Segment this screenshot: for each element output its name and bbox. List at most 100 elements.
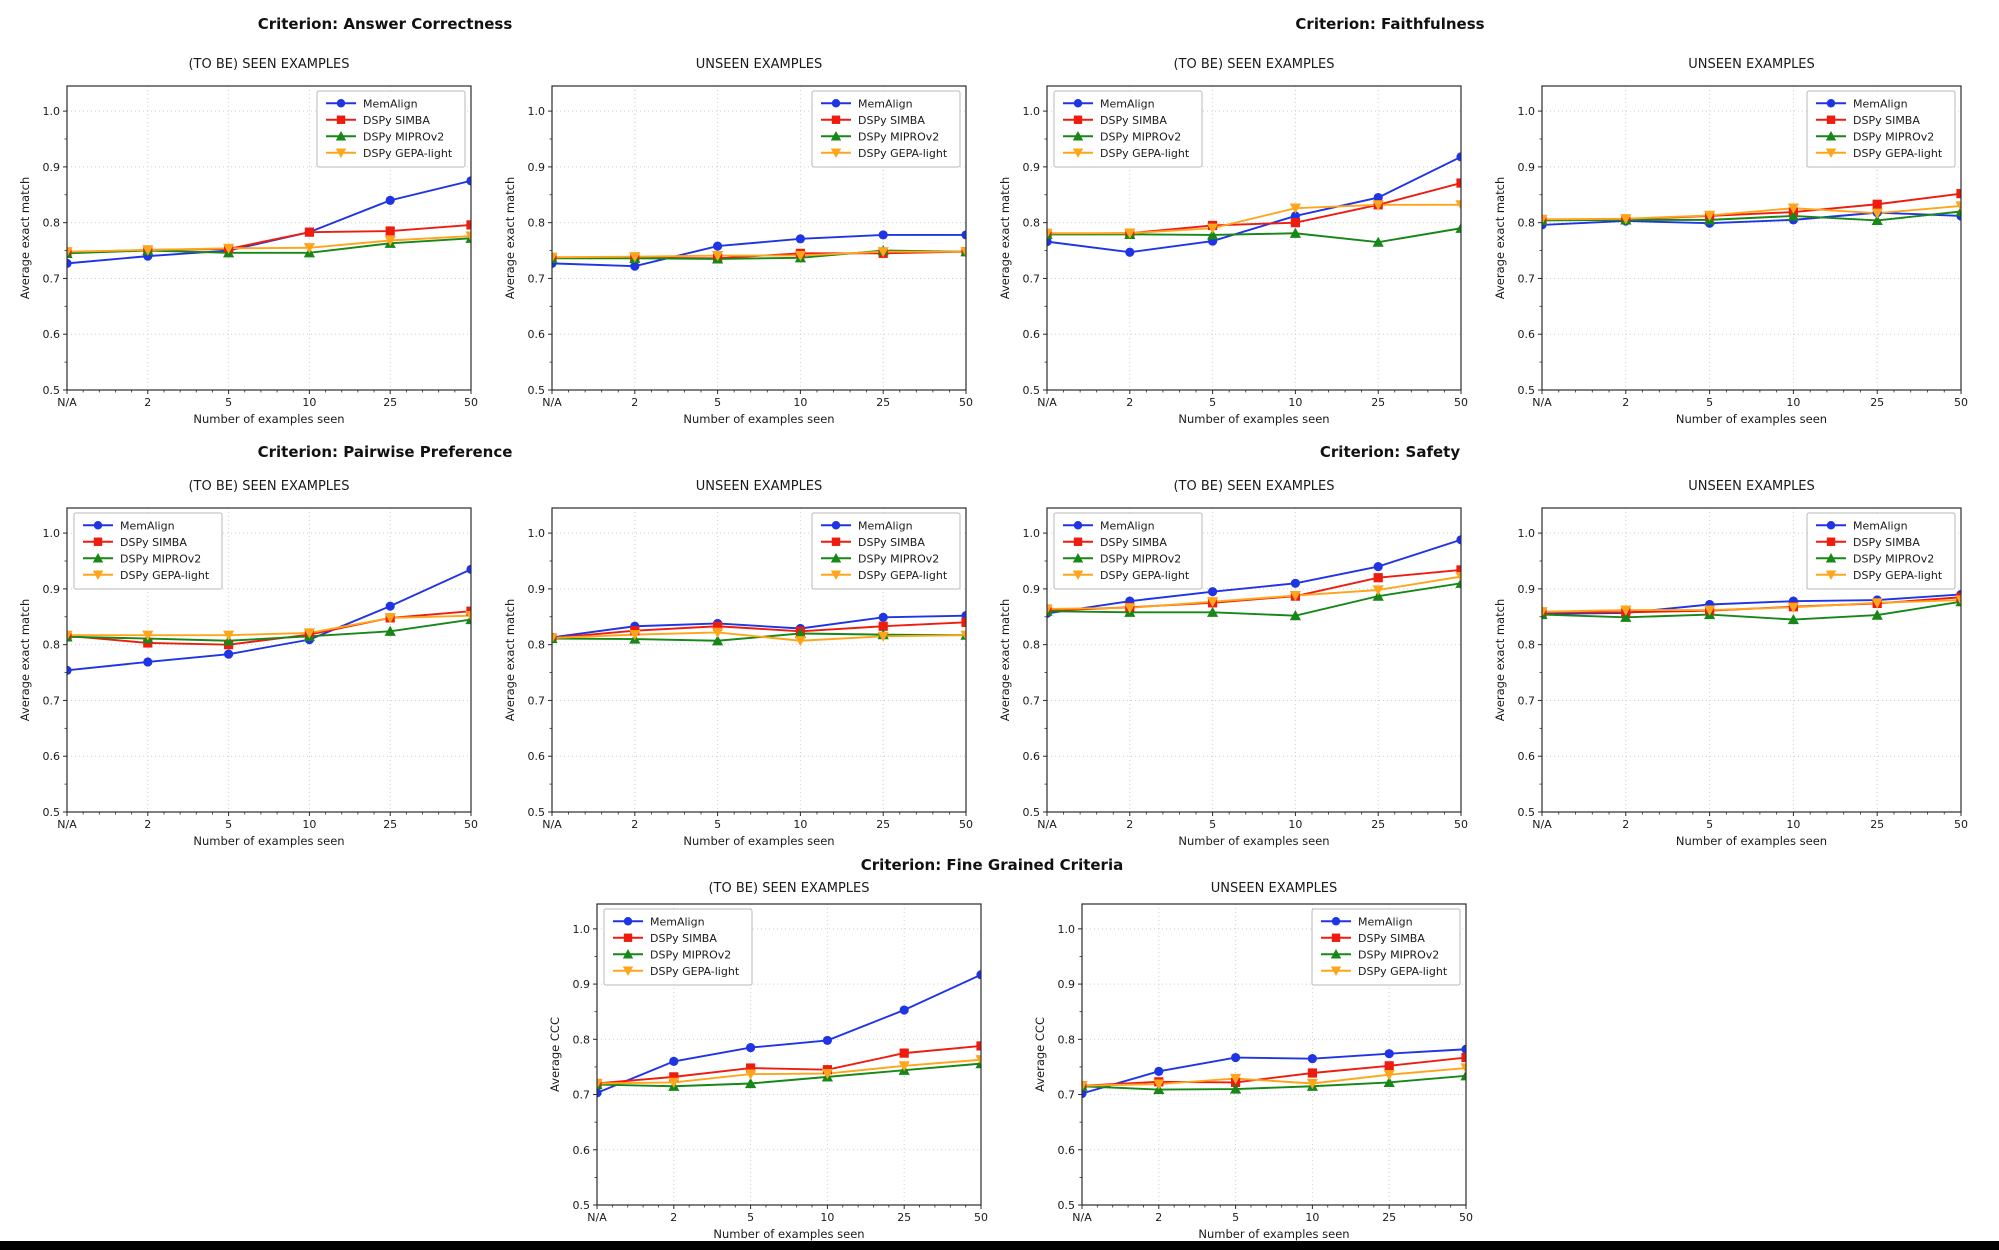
svg-text:0.7: 0.7 xyxy=(1518,694,1536,707)
svg-text:DSPy SIMBA: DSPy SIMBA xyxy=(1100,114,1167,127)
svg-text:0.9: 0.9 xyxy=(1058,978,1076,991)
svg-text:50: 50 xyxy=(959,818,973,831)
axis-ticks: 1.00.90.80.70.60.5N/A 2 5 10 25 50 xyxy=(1058,923,1474,1224)
svg-text:1.0: 1.0 xyxy=(43,105,61,118)
subplot-title: UNSEEN EXAMPLES xyxy=(1688,57,1815,72)
svg-text:5: 5 xyxy=(747,1211,754,1224)
svg-text:0.8: 0.8 xyxy=(1518,217,1536,230)
plot-border xyxy=(551,85,967,391)
y-axis-label: Average exact match xyxy=(503,177,517,299)
svg-text:0.5: 0.5 xyxy=(1518,384,1536,397)
svg-text:0.7: 0.7 xyxy=(43,694,61,707)
subplot-title: (TO BE) SEEN EXAMPLES xyxy=(188,57,349,72)
svg-text:DSPy GEPA-light: DSPy GEPA-light xyxy=(363,147,453,160)
svg-text:25: 25 xyxy=(1371,396,1385,409)
series-lines xyxy=(67,176,471,268)
y-axis-label: Average exact match xyxy=(18,599,32,721)
svg-text:DSPy MIPROv2: DSPy MIPROv2 xyxy=(650,948,731,961)
svg-text:25: 25 xyxy=(1371,818,1385,831)
svg-text:1.0: 1.0 xyxy=(1023,527,1041,540)
svg-text:25: 25 xyxy=(383,396,397,409)
bottom-letterbox-bar xyxy=(0,1241,1999,1250)
svg-text:MemAlign: MemAlign xyxy=(1358,915,1413,928)
series-lines xyxy=(1542,589,1961,625)
svg-text:0.8: 0.8 xyxy=(573,1033,591,1046)
svg-text:DSPy SIMBA: DSPy SIMBA xyxy=(1100,536,1167,549)
svg-text:0.8: 0.8 xyxy=(1518,639,1536,652)
y-axis-label: Average exact match xyxy=(18,177,32,299)
svg-text:25: 25 xyxy=(1382,1211,1396,1224)
svg-text:0.6: 0.6 xyxy=(573,1144,591,1157)
axis-ticks: 1.00.90.80.70.60.5N/A 2 5 10 25 50 xyxy=(1518,105,1969,409)
svg-text:5: 5 xyxy=(1209,396,1216,409)
chart-pairwise-preference-unseen: 1.0 0.9 0.8 0.7 0.6 0.5 N/A 2 5 10 25 50 UNSEEN EXAM… xyxy=(500,472,980,866)
svg-text:0.7: 0.7 xyxy=(1058,1089,1076,1102)
svg-text:5: 5 xyxy=(714,818,721,831)
svg-text:DSPy GEPA-light: DSPy GEPA-light xyxy=(1100,569,1190,582)
subplot-title: (TO BE) SEEN EXAMPLES xyxy=(708,881,869,896)
svg-text:5: 5 xyxy=(1706,396,1713,409)
svg-text:0.6: 0.6 xyxy=(1518,750,1536,763)
svg-text:N/A: N/A xyxy=(57,396,77,409)
svg-text:DSPy GEPA-light: DSPy GEPA-light xyxy=(858,147,948,160)
x-axis-label: Number of examples seen xyxy=(1178,412,1329,426)
svg-text:0.6: 0.6 xyxy=(1023,750,1041,763)
x-axis-label: Number of examples seen xyxy=(193,834,344,848)
svg-text:5: 5 xyxy=(714,396,721,409)
svg-text:DSPy GEPA-light: DSPy GEPA-light xyxy=(1358,965,1448,978)
subplot-title: (TO BE) SEEN EXAMPLES xyxy=(188,479,349,494)
chart-safety-seen: 1.0 0.9 0.8 0.7 0.6 0.5 N/A 2 5 10 25 50 (TO BE) SEE… xyxy=(995,472,1475,866)
svg-text:10: 10 xyxy=(793,818,807,831)
x-axis-label: Number of examples seen xyxy=(713,1227,864,1241)
svg-text:5: 5 xyxy=(1706,818,1713,831)
series-lines xyxy=(1542,189,1961,230)
svg-text:0.9: 0.9 xyxy=(528,161,546,174)
series-lines xyxy=(552,230,966,271)
legend: MemAlign DSPy SIMBA DSPy MIPROv2 DSPy GEPA-… xyxy=(1806,512,1956,590)
svg-text:0.9: 0.9 xyxy=(43,583,61,596)
svg-text:MemAlign: MemAlign xyxy=(858,97,913,110)
svg-text:0.9: 0.9 xyxy=(1518,583,1536,596)
plot-border xyxy=(1541,507,1962,813)
chart-faithfulness-seen: 1.0 0.9 0.8 0.7 0.6 0.5 N/A 2 5 10 25 50 (TO BE) SEE… xyxy=(995,50,1475,444)
svg-text:5: 5 xyxy=(1232,1211,1239,1224)
legend: MemAlign DSPy SIMBA DSPy MIPROv2 DSPy GEPA-… xyxy=(316,90,466,168)
axis-ticks: 1.00.90.80.70.60.5N/A 2 5 10 25 50 xyxy=(573,923,989,1224)
svg-text:0.6: 0.6 xyxy=(528,328,546,341)
svg-text:N/A: N/A xyxy=(1532,818,1552,831)
svg-text:0.6: 0.6 xyxy=(1058,1144,1076,1157)
svg-text:0.7: 0.7 xyxy=(528,694,546,707)
y-axis-label: Average CCC xyxy=(548,1017,562,1092)
series-lines xyxy=(1047,535,1461,621)
svg-text:25: 25 xyxy=(876,396,890,409)
svg-text:0.8: 0.8 xyxy=(1023,217,1041,230)
plot-border xyxy=(1046,507,1462,813)
svg-text:0.8: 0.8 xyxy=(1023,639,1041,652)
plot-border xyxy=(551,507,967,813)
svg-text:0.6: 0.6 xyxy=(43,328,61,341)
svg-text:0.5: 0.5 xyxy=(1023,806,1041,819)
subplot-title: (TO BE) SEEN EXAMPLES xyxy=(1173,57,1334,72)
svg-text:2: 2 xyxy=(1622,818,1629,831)
legend: MemAlign DSPy SIMBA DSPy MIPROv2 DSPy GEPA-… xyxy=(1806,90,1956,168)
subplot-title: (TO BE) SEEN EXAMPLES xyxy=(1173,479,1334,494)
y-axis-label: Average exact match xyxy=(998,599,1012,721)
svg-text:0.8: 0.8 xyxy=(43,639,61,652)
svg-text:N/A: N/A xyxy=(57,818,77,831)
svg-text:DSPy MIPROv2: DSPy MIPROv2 xyxy=(1100,130,1181,143)
svg-text:0.5: 0.5 xyxy=(43,384,61,397)
svg-text:0.7: 0.7 xyxy=(1518,272,1536,285)
svg-text:MemAlign: MemAlign xyxy=(858,519,913,532)
svg-text:N/A: N/A xyxy=(1072,1211,1092,1224)
svg-text:10: 10 xyxy=(1288,396,1302,409)
svg-text:DSPy MIPROv2: DSPy MIPROv2 xyxy=(858,130,939,143)
svg-text:0.9: 0.9 xyxy=(573,978,591,991)
svg-text:0.6: 0.6 xyxy=(43,750,61,763)
svg-text:10: 10 xyxy=(302,396,316,409)
svg-text:0.8: 0.8 xyxy=(1058,1033,1076,1046)
svg-text:50: 50 xyxy=(1954,818,1968,831)
chart-safety-unseen: 1.0 0.9 0.8 0.7 0.6 0.5 N/A 2 5 10 25 50 UNSEEN EXAM… xyxy=(1490,472,1975,866)
subplot-title: UNSEEN EXAMPLES xyxy=(1688,479,1815,494)
chart-answer-correctness-unseen: 1.0 0.9 0.8 0.7 0.6 0.5 N/A 2 5 10 25 50 UNSEEN EXAM… xyxy=(500,50,980,444)
